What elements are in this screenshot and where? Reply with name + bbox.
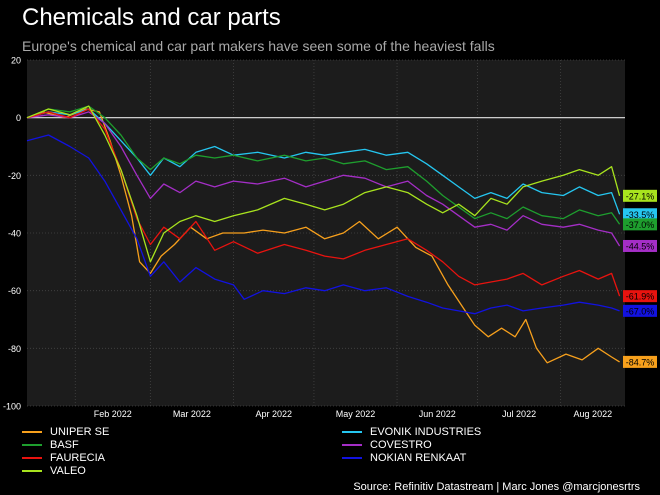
legend-swatch [342,431,362,433]
end-label-bg [623,218,657,231]
series-line [26,108,621,215]
x-tick-label: Jun 2022 [419,409,456,419]
legend-label: UNIPER SE [50,426,110,438]
legend-label: BASF [50,439,79,451]
y-tick-label: -60 [8,286,21,296]
legend-item-faurecia: FAURECIA [22,452,105,464]
x-tick-label: Apr 2022 [255,409,292,419]
end-value-label: -37.0% [626,220,655,230]
legend-swatch [22,470,42,472]
legend-item-uniper: UNIPER SE [22,426,109,438]
series-line [26,105,621,263]
end-value-label: -27.1% [626,191,655,201]
end-label-bg [623,208,657,221]
end-value-label: -84.7% [626,357,655,367]
y-tick-label: -80 [8,344,21,354]
legend-item-basf: BASF [22,439,79,451]
series-line [26,111,621,247]
legend-item-valeo: VALEO [22,465,86,477]
legend-item-nokian: NOKIAN RENKAAT [342,452,466,464]
x-tick-label: Feb 2022 [94,409,132,419]
end-label-bg [623,189,657,202]
end-value-label: -44.5% [626,241,655,251]
x-tick-label: Mar 2022 [173,409,211,419]
x-tick-label: May 2022 [336,409,376,419]
end-label-bg [623,304,657,317]
end-value-label: -33.5% [626,210,655,220]
legend-label: EVONIK INDUSTRIES [370,426,482,438]
source-credit: Source: Refinitiv Datastream | Marc Jone… [353,481,640,493]
legend-label: NOKIAN RENKAAT [370,452,467,464]
legend-swatch [22,431,42,433]
legend-swatch [22,457,42,459]
series-line [26,134,620,315]
end-value-label: -61.9% [626,292,655,302]
y-tick-label: -100 [3,402,21,412]
legend-swatch [342,444,362,446]
end-label-bg [623,290,657,303]
legend-label: FAURECIA [50,452,106,464]
end-value-label: -67.0% [626,306,655,316]
end-label-bg [623,355,657,368]
plot-area [27,60,625,406]
legend-item-evonik: EVONIK INDUSTRIES [342,426,481,438]
series-line [26,105,621,225]
legend-item-covestro: COVESTRO [342,439,432,451]
legend: UNIPER SE BASF FAURECIA VALEO EVONIK IND… [22,426,622,477]
y-tick-label: -40 [8,229,21,239]
x-tick-label: Aug 2022 [574,409,613,419]
legend-label: VALEO [50,465,86,477]
chart-title: Chemicals and car parts [22,4,281,31]
chart-subtitle: Europe's chemical and car part makers ha… [22,38,495,54]
legend-swatch [342,457,362,459]
x-tick-label: Jul 2022 [502,409,536,419]
legend-label: COVESTRO [370,439,432,451]
series-line [26,108,620,364]
y-tick-label: 0 [16,113,21,123]
end-label-bg [623,239,657,252]
y-tick-label: -20 [8,171,21,181]
legend-swatch [22,444,42,446]
y-tick-label: 20 [11,56,21,66]
